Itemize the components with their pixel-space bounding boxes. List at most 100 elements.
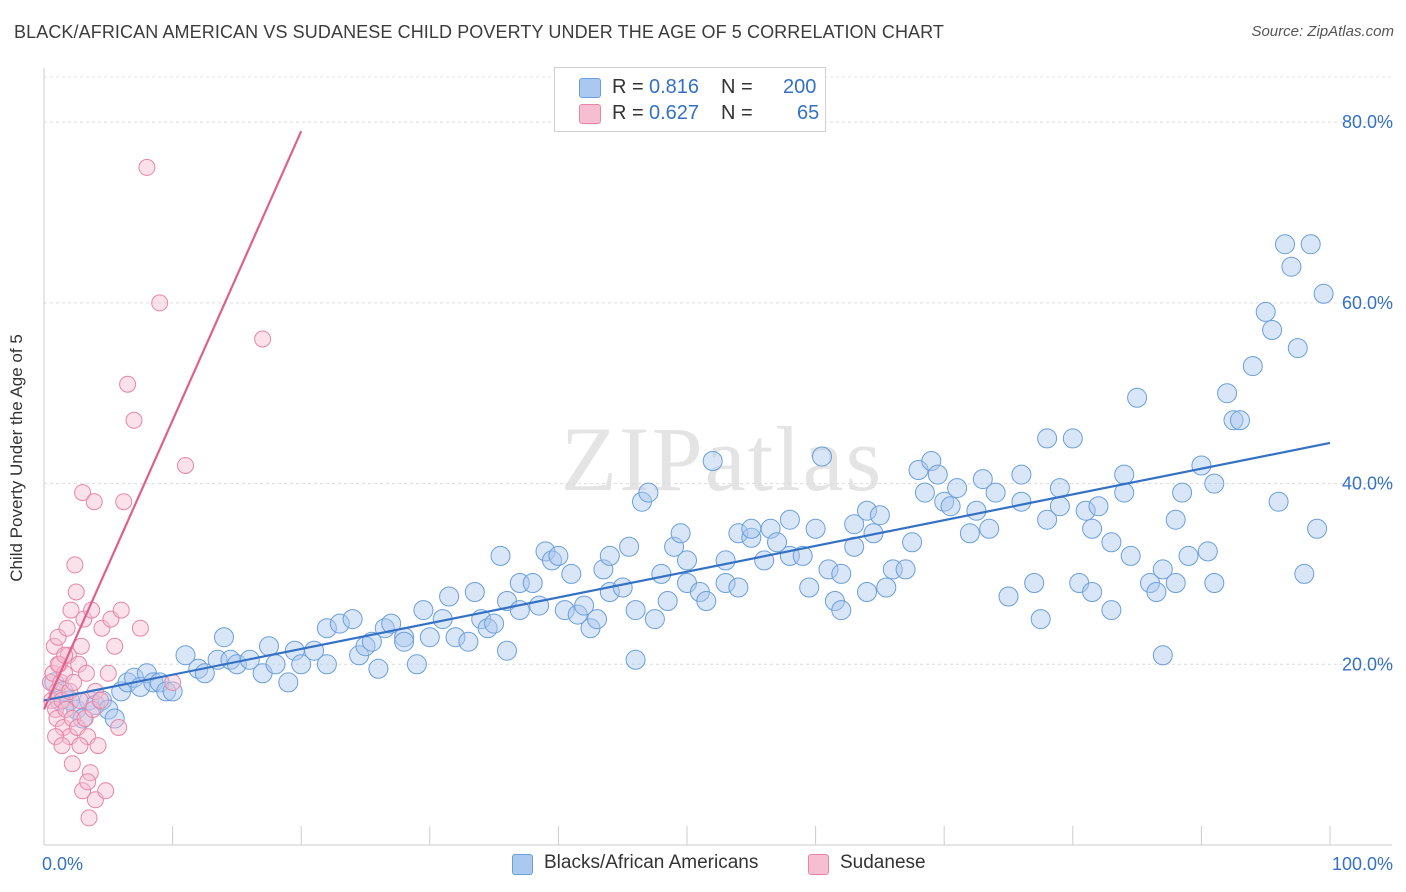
legend-n-label: N = xyxy=(721,102,753,124)
data-point xyxy=(342,609,363,630)
data-point xyxy=(1101,600,1122,621)
data-point xyxy=(265,654,286,675)
data-point xyxy=(1275,234,1295,255)
data-point xyxy=(587,609,607,630)
data-point xyxy=(458,631,479,652)
data-point xyxy=(1088,496,1109,517)
data-point xyxy=(670,523,691,544)
bottom-legend-swatch-pink xyxy=(808,854,829,875)
legend-n-value: 200 xyxy=(783,76,817,98)
data-point xyxy=(1204,573,1225,593)
data-point xyxy=(548,545,569,566)
data-point xyxy=(119,375,137,393)
data-point xyxy=(394,631,415,652)
y-tick-label: 40.0% xyxy=(1342,474,1393,494)
data-point xyxy=(1165,509,1186,530)
data-point xyxy=(664,536,685,557)
legend-swatch-blue xyxy=(579,78,601,98)
data-point xyxy=(1037,428,1058,449)
data-point xyxy=(1114,464,1135,485)
data-point xyxy=(67,583,85,601)
data-point xyxy=(947,478,968,499)
data-point xyxy=(497,640,517,661)
data-point xyxy=(869,505,890,526)
data-point xyxy=(767,532,787,553)
data-point xyxy=(97,782,115,800)
data-point xyxy=(175,645,196,666)
correlation-legend: R = 0.816 N = 200 R = 0.627 N = 65 xyxy=(554,67,826,132)
data-point xyxy=(65,673,83,691)
data-point xyxy=(760,518,781,539)
y-tick-label: 80.0% xyxy=(1342,112,1393,132)
data-point xyxy=(464,582,485,602)
data-point xyxy=(1230,410,1250,431)
data-point xyxy=(77,664,95,682)
data-point xyxy=(1049,496,1070,517)
bottom-legend-swatch-blue xyxy=(512,854,533,875)
data-point xyxy=(612,577,633,598)
data-point xyxy=(316,618,337,639)
legend-r-label: R = xyxy=(612,76,644,98)
data-point xyxy=(895,559,916,580)
data-point xyxy=(57,701,75,718)
legend-r-value: 0.627 xyxy=(649,102,700,124)
data-point xyxy=(715,550,736,571)
watermark: ZIPatlas xyxy=(561,408,884,510)
x-tick-label: 100.0% xyxy=(1332,854,1393,874)
data-point xyxy=(381,613,402,634)
data-point xyxy=(74,782,92,800)
data-point xyxy=(818,559,839,580)
data-point xyxy=(92,691,110,709)
data-point xyxy=(728,577,749,598)
data-point xyxy=(857,582,877,602)
data-point xyxy=(1101,532,1122,553)
data-point xyxy=(115,493,133,511)
data-point xyxy=(316,654,337,675)
data-point xyxy=(625,600,646,621)
data-point xyxy=(625,649,646,670)
data-point xyxy=(1313,283,1334,304)
legend-n-label: N = xyxy=(721,76,753,98)
data-point xyxy=(715,573,736,593)
source-credit: Source: ZipAtlas.com xyxy=(1251,23,1394,40)
data-point xyxy=(1037,509,1058,530)
data-point xyxy=(677,550,697,571)
data-point xyxy=(490,545,511,566)
data-point xyxy=(58,619,76,637)
data-point xyxy=(80,809,98,827)
data-point xyxy=(162,681,183,702)
legend-swatch-pink xyxy=(579,104,601,124)
data-point xyxy=(844,514,865,535)
data-point xyxy=(1062,428,1083,449)
data-point xyxy=(106,637,124,655)
data-point xyxy=(966,500,987,521)
data-point xyxy=(914,482,935,503)
data-point xyxy=(1082,582,1103,602)
data-point xyxy=(484,613,505,634)
data-point xyxy=(902,532,923,553)
data-point xyxy=(63,755,81,773)
data-point xyxy=(972,469,993,490)
data-point xyxy=(1223,410,1244,431)
data-point xyxy=(1082,518,1103,539)
data-point xyxy=(959,523,980,544)
data-point xyxy=(651,563,672,584)
data-point xyxy=(419,627,440,648)
data-point xyxy=(1127,387,1148,408)
data-point xyxy=(291,654,312,675)
data-point xyxy=(940,496,961,517)
data-point xyxy=(792,545,813,566)
data-point xyxy=(1146,582,1167,602)
data-point xyxy=(177,457,194,474)
data-point xyxy=(85,493,103,511)
data-point xyxy=(696,591,717,611)
data-point xyxy=(1281,256,1302,277)
legend-n-value: 65 xyxy=(797,102,820,124)
data-point xyxy=(799,577,820,598)
data-point xyxy=(104,708,125,729)
data-point xyxy=(599,545,620,566)
data-point xyxy=(754,550,775,571)
data-point xyxy=(638,482,659,503)
data-point xyxy=(998,586,1019,607)
